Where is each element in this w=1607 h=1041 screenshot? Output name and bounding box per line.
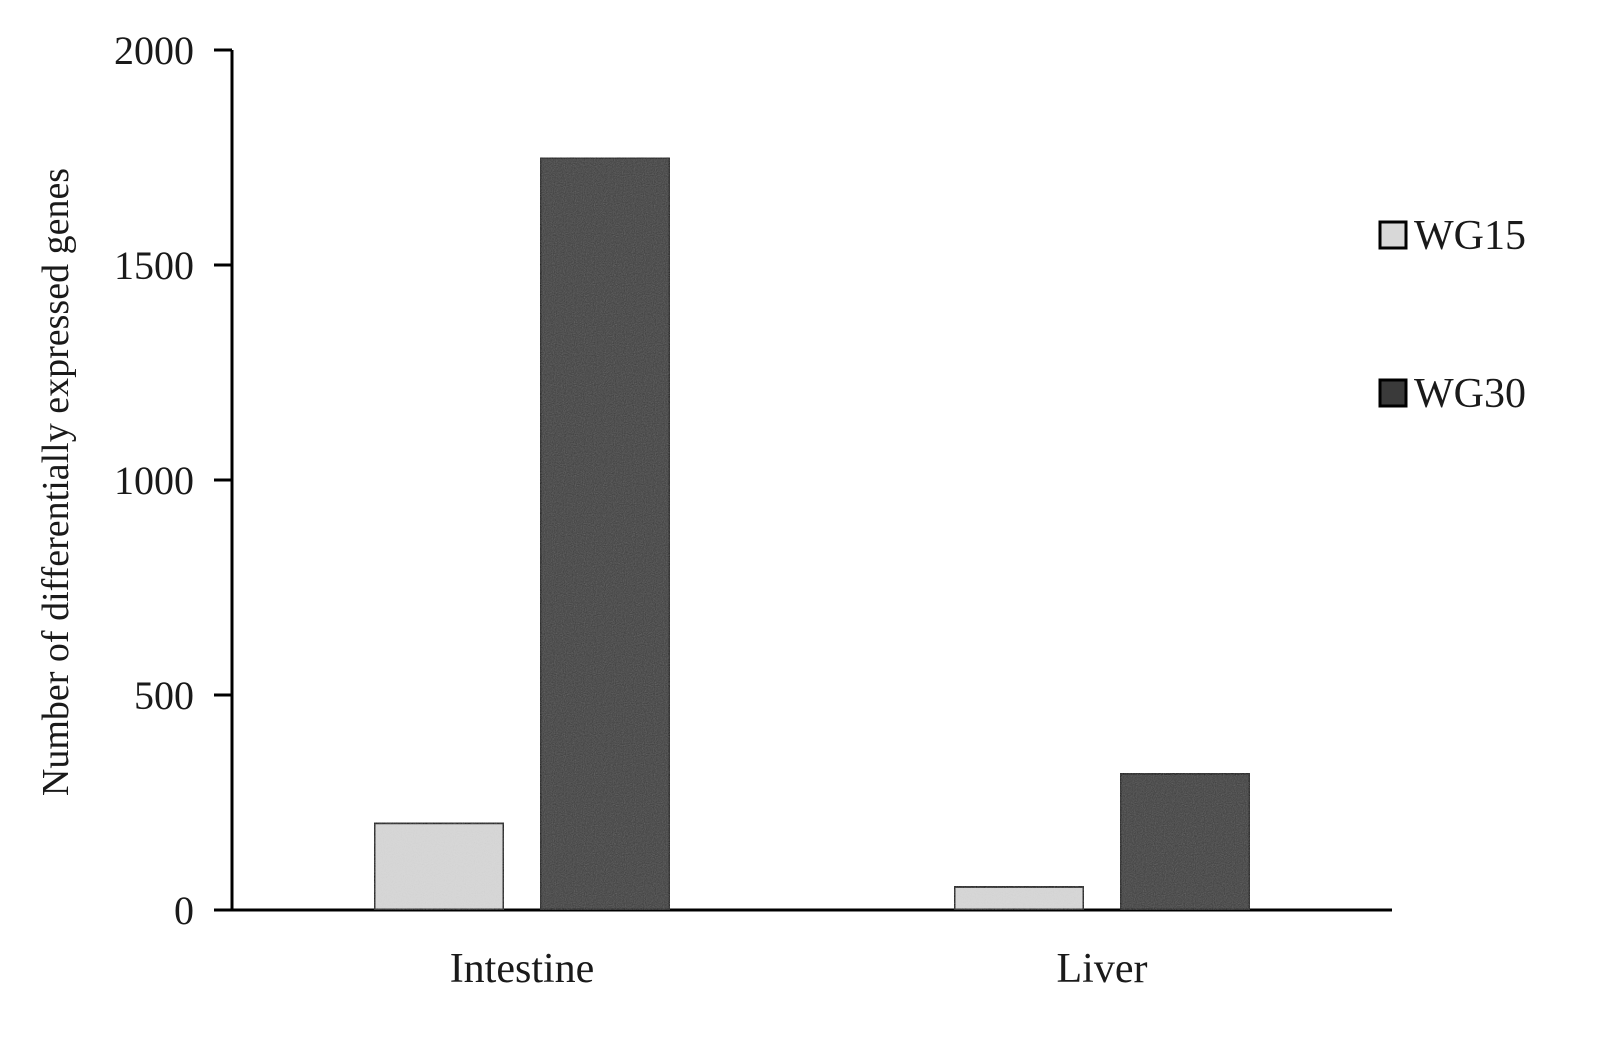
bar-liver-wg15 (952, 884, 1086, 912)
x-category-label: Intestine (450, 946, 595, 992)
y-tick-label: 1500 (114, 243, 194, 288)
legend: WG15 WG30 (1378, 213, 1526, 417)
legend-label-wg30: WG30 (1414, 371, 1526, 417)
bar-liver-wg30 (1118, 771, 1252, 912)
y-tick-label: 0 (174, 888, 194, 933)
legend-label-wg15: WG15 (1414, 213, 1526, 259)
bars (372, 156, 1252, 912)
y-axis-title: Number of differentially expressed genes (35, 168, 77, 796)
y-tick-label: 2000 (114, 28, 194, 73)
bar-intestine-wg30 (538, 156, 672, 912)
legend-swatch-wg30 (1378, 378, 1408, 408)
y-tick-label: 1000 (114, 458, 194, 503)
y-tick-label: 500 (134, 673, 194, 718)
legend-swatch-wg15 (1378, 220, 1408, 250)
category-labels: Intestine Liver (450, 946, 1148, 992)
bar-intestine-wg15 (372, 821, 506, 912)
x-category-label: Liver (1057, 946, 1148, 992)
y-ticks: 0 500 1000 1500 2000 (114, 28, 232, 933)
